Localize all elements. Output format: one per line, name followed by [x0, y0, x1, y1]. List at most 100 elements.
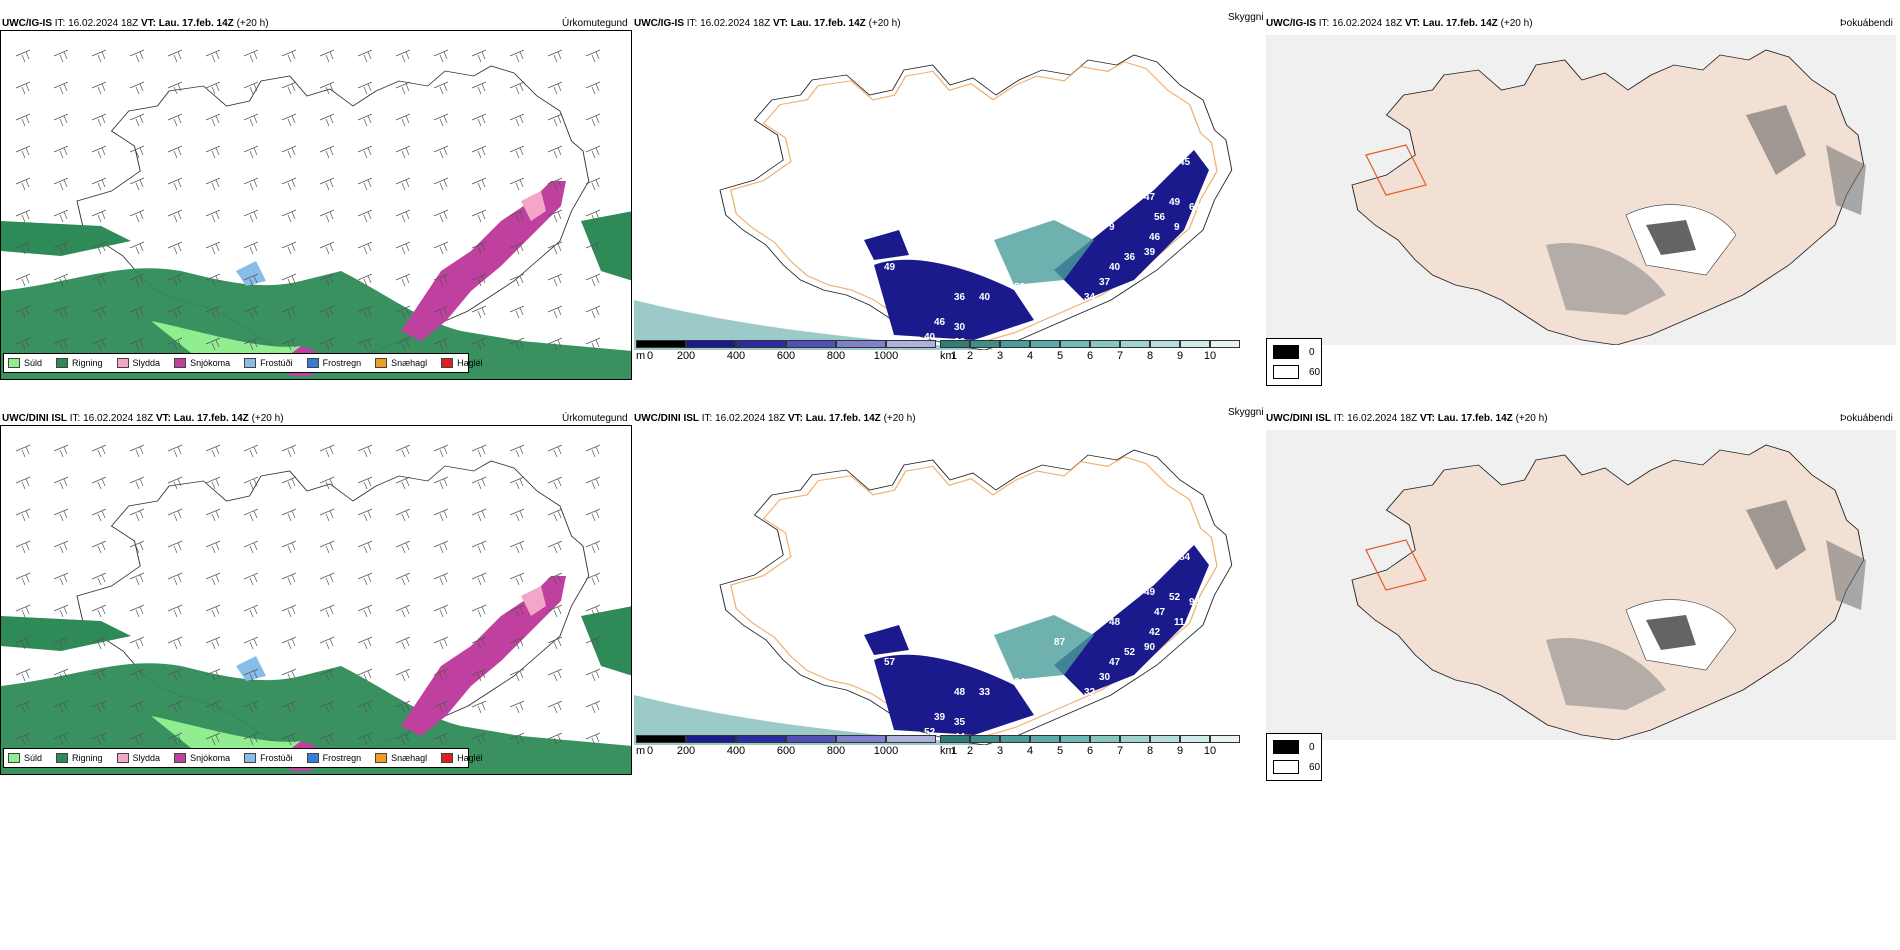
- legend-label: Haglél: [457, 358, 483, 368]
- colorbar-segment: [636, 340, 686, 348]
- visibility-value: 42: [1149, 627, 1161, 638]
- colorbar-tick: 5: [1056, 745, 1064, 757]
- legend-swatch: [244, 753, 257, 763]
- legend-label: Frostregn: [322, 753, 362, 763]
- visibility-value: 18: [1029, 212, 1041, 223]
- cloud-colorbar: 1 2 3 4 5 6 7 8 9 10 km: [940, 340, 1240, 370]
- visibility-value: 13: [1014, 517, 1026, 528]
- visibility-value: 57: [884, 657, 896, 668]
- colorbar-segment: [786, 340, 836, 348]
- fog-legend-max: 60: [1309, 366, 1321, 378]
- visibility-value: 49: [1144, 587, 1156, 598]
- colorbar-segment: [836, 340, 886, 348]
- colorbar-unit: m: [636, 350, 646, 362]
- precip-type-map: Súld Rigning Slydda Snjókoma Frostúði Frostre…: [0, 30, 632, 380]
- colorbar-tick: 400: [726, 745, 746, 757]
- visibility-value: 37: [1099, 277, 1111, 288]
- legend-item: Frostregn: [306, 358, 361, 368]
- legend-swatch-white: [1273, 365, 1299, 379]
- visibility-value: 33: [979, 687, 991, 698]
- visibility-value: 152: [1089, 557, 1106, 568]
- visibility-value: 53: [1089, 162, 1101, 173]
- colorbar-segment: [1000, 340, 1030, 348]
- legend-item: Súld: [8, 753, 42, 763]
- legend-item: Frostúði: [244, 358, 293, 368]
- panel-header: UWC/DINI ISL IT: 16.02.2024 18Z VT: Lau.…: [634, 413, 916, 424]
- visibility-value: 39: [1064, 297, 1076, 308]
- visibility-value: 96: [1034, 172, 1046, 183]
- colorbar-segment: [636, 735, 686, 743]
- colorbar-segment: [940, 735, 970, 743]
- colorbar-tick: 2: [966, 745, 974, 757]
- legend-swatch: [375, 358, 388, 368]
- colorbar-tick: 200: [676, 350, 696, 362]
- legend-item: Haglél: [441, 358, 483, 368]
- colorbar-tick: 1: [950, 350, 958, 362]
- legend-label: Snæhagl: [391, 753, 428, 763]
- legend-swatch: [375, 753, 388, 763]
- colorbar-tick: 4: [1026, 350, 1034, 362]
- visibility-value: 12: [1034, 487, 1046, 498]
- legend-label: Súld: [24, 753, 43, 763]
- colorbar-tick: 0: [646, 745, 654, 757]
- colorbar-segment: [970, 340, 1000, 348]
- visibility-value: 40: [924, 332, 936, 343]
- colorbar-segment: [886, 735, 936, 743]
- visibility-value: 98: [1189, 597, 1201, 608]
- colorbar-segment: [970, 735, 1000, 743]
- colorbar-tick: 1000: [873, 745, 899, 757]
- visibility-value: 52: [1169, 592, 1181, 603]
- visibility-value: 9: [1174, 222, 1180, 233]
- visibility-value: 45: [1179, 157, 1191, 168]
- legend-label: Rigning: [72, 753, 103, 763]
- colorbar-segment: [1060, 735, 1090, 743]
- visibility-value: 10: [1029, 607, 1041, 618]
- colorbar-unit: km: [940, 745, 955, 757]
- legend-swatch: [441, 753, 454, 763]
- height-colorbar: 0 200 400 600 800 1000 m: [636, 735, 936, 765]
- colorbar-tick: 7: [1116, 350, 1124, 362]
- colorbar-segment: [836, 735, 886, 743]
- colorbar-tick: 9: [1176, 350, 1184, 362]
- fog-index-map: [1266, 35, 1896, 345]
- legend-swatch: [56, 358, 69, 368]
- panel-header: UWC/DINI ISL IT: 16.02.2024 18Z VT: Lau.…: [1266, 413, 1548, 424]
- precip-legend: Súld Rigning Slydda Snjókoma Frostúði Frostre…: [3, 748, 483, 768]
- legend-label: Snæhagl: [391, 358, 428, 368]
- colorbar-segment: [1030, 340, 1060, 348]
- visibility-value: 34: [1014, 677, 1026, 688]
- fog-legend-max: 60: [1309, 761, 1321, 773]
- precip-type-map: Súld Rigning Slydda Snjókoma Frostúði Frostre…: [0, 425, 632, 775]
- legend-item: Snæhagl: [375, 358, 427, 368]
- panel-header: UWC/DINI ISL IT: 16.02.2024 18Z VT: Lau.…: [2, 413, 284, 424]
- visibility-value: 49: [1044, 547, 1056, 558]
- fog-legend-min: 0: [1309, 741, 1315, 753]
- colorbar-segment: [1060, 340, 1090, 348]
- colorbar-tick: 800: [826, 350, 846, 362]
- colorbar-segment: [1150, 340, 1180, 348]
- colorbar-segment: [736, 340, 786, 348]
- colorbar-segment: [1000, 735, 1030, 743]
- visibility-value: 34: [1084, 292, 1096, 303]
- legend-swatch: [244, 358, 257, 368]
- colorbar-tick: 1000: [873, 350, 899, 362]
- visibility-value: 48: [1109, 617, 1121, 628]
- legend-item: Súld: [8, 358, 42, 368]
- legend-label: Súld: [24, 358, 43, 368]
- colorbar-tick: 4: [1026, 745, 1034, 757]
- visibility-value: 52: [924, 727, 936, 738]
- visibility-value: 49: [884, 262, 896, 273]
- colorbar-tick: 5: [1056, 350, 1064, 362]
- visibility-value: 69: [1034, 567, 1046, 578]
- legend-item: Rigning: [56, 753, 103, 763]
- visibility-value: 36: [1124, 252, 1136, 263]
- legend-label: Frostúði: [260, 753, 293, 763]
- panel-header: UWC/IG-IS IT: 16.02.2024 18Z VT: Lau. 17…: [634, 18, 901, 29]
- colorbar-tick: 800: [826, 745, 846, 757]
- legend-swatch: [174, 753, 187, 763]
- colorbar-tick: 400: [726, 350, 746, 362]
- visibility-value: 65: [1094, 182, 1106, 193]
- legend-item: Frostúði: [244, 753, 293, 763]
- legend-label: Snjókoma: [190, 358, 231, 368]
- legend-swatch: [441, 358, 454, 368]
